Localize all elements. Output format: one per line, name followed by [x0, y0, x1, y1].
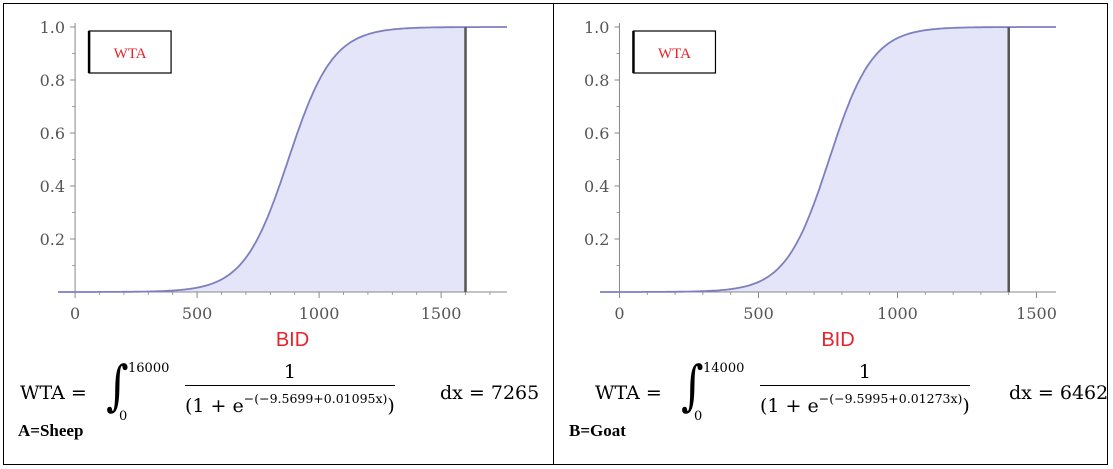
x-tick-label: 1500 — [1016, 304, 1057, 323]
panel-goat: 0 500 1000 1500 0.2 0.4 0.6 0.8 1.0 WTA BID WTA = … — [555, 4, 1109, 464]
formula-rhs: dx = 7265 — [440, 382, 540, 404]
legend-label: WTA — [658, 46, 691, 62]
chart-sheep: 0 500 1000 1500 0.2 0.4 0.6 0.8 1.0 WTA BID — [40, 18, 507, 351]
den-exponent: −(−9.5699+0.01095x) — [243, 391, 388, 407]
legend-box — [632, 30, 717, 74]
formula-fraction: 1 (1 + e−(−9.5995+0.01273x)) — [760, 359, 970, 417]
y-tick-label: 1.0 — [584, 18, 609, 37]
x-tick-label: 1500 — [421, 304, 462, 323]
integral-upper-limit: 16000 — [128, 361, 170, 376]
area-fill — [600, 27, 1009, 292]
chart-goat: 0 500 1000 1500 0.2 0.4 0.6 0.8 1.0 WTA BID — [584, 18, 1057, 351]
x-axis-title: BID — [821, 329, 854, 351]
y-tick-label: 0.8 — [584, 71, 609, 90]
formula-numerator: 1 — [858, 361, 871, 383]
integral-upper-limit: 14000 — [703, 361, 745, 376]
den-left: (1 + e — [185, 395, 244, 418]
y-tick-label: 0.6 — [584, 124, 609, 143]
x-axis-title: BID — [276, 329, 309, 351]
formula-denominator: (1 + e−(−9.5995+0.01273x)) — [760, 386, 970, 417]
y-tick-label: 0.2 — [584, 230, 609, 249]
formula-lhs: WTA = — [20, 382, 87, 404]
y-tick-label: 0.2 — [40, 230, 65, 249]
y-tick-label: 0.8 — [40, 71, 65, 90]
x-tick-label: 1000 — [299, 304, 340, 323]
x-tick-label: 500 — [182, 304, 213, 323]
y-tick-label: 0.4 — [40, 177, 65, 196]
logistic-curve — [600, 26, 1056, 293]
den-left: (1 + e — [760, 395, 819, 418]
area-fill — [58, 27, 466, 292]
panel-label: A=Sheep — [18, 421, 84, 440]
formula-denominator: (1 + e−(−9.5699+0.01095x)) — [185, 386, 395, 417]
legend-box — [88, 30, 172, 74]
formula-rhs: dx = 6462 — [1009, 382, 1109, 404]
fraction-bar — [760, 385, 970, 387]
den-right: ) — [387, 395, 395, 418]
y-tick-label: 0.4 — [584, 177, 609, 196]
panel-label: B=Goat — [569, 421, 626, 440]
logistic-curve — [58, 26, 507, 293]
integral-sign-icon: ∫ — [106, 354, 129, 417]
den-exponent: −(−9.5995+0.01273x) — [818, 391, 963, 407]
legend-label: WTA — [114, 46, 147, 62]
panel-divider — [553, 3, 554, 465]
integral-sign-icon: ∫ — [681, 354, 704, 417]
x-tick-label: 500 — [743, 304, 774, 323]
y-tick-label: 0.6 — [40, 124, 65, 143]
y-tick-label: 1.0 — [40, 18, 65, 37]
integral-lower-limit: 0 — [119, 409, 128, 424]
formula-fraction: 1 (1 + e−(−9.5699+0.01095x)) — [185, 359, 395, 417]
x-tick-label: 0 — [614, 304, 624, 323]
fraction-bar — [185, 385, 395, 387]
formula-lhs: WTA = — [595, 382, 662, 404]
integral-lower-limit: 0 — [694, 409, 703, 424]
den-right: ) — [962, 395, 970, 418]
x-tick-label: 1000 — [877, 304, 918, 323]
x-tick-label: 0 — [70, 304, 80, 323]
figure-frame — [3, 3, 1108, 465]
panel-sheep: 0 500 1000 1500 0.2 0.4 0.6 0.8 1.0 WTA BID WTA = … — [4, 4, 554, 464]
formula-numerator: 1 — [283, 361, 296, 383]
